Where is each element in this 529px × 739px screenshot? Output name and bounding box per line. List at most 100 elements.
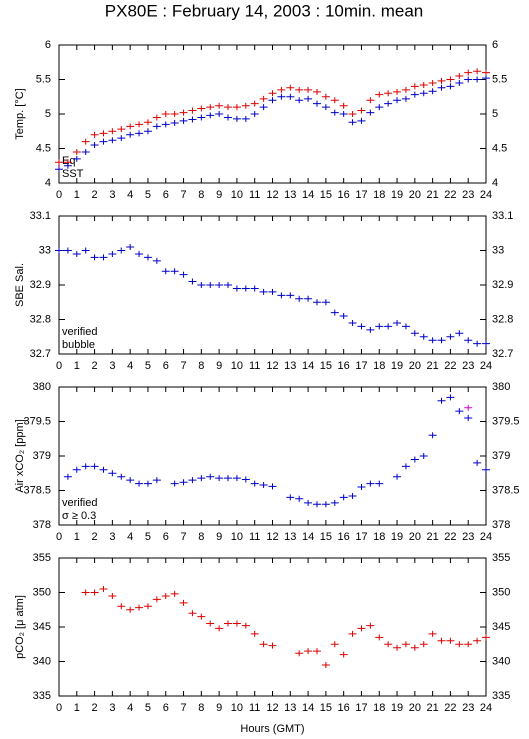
data-point <box>482 69 490 76</box>
data-point <box>393 644 402 651</box>
x-tick-label: 10 <box>231 531 243 543</box>
data-point <box>428 337 437 344</box>
data-point <box>295 86 304 93</box>
data-point <box>268 90 277 97</box>
x-tick-label: 17 <box>355 531 367 543</box>
data-point <box>348 111 357 117</box>
data-point <box>339 651 348 658</box>
data-point <box>206 473 215 480</box>
data-point <box>99 586 108 593</box>
data-point <box>295 97 304 104</box>
data-point <box>188 107 197 114</box>
y-tick-label: 32.7 <box>492 348 513 360</box>
x-tick-label: 11 <box>249 360 260 372</box>
x-tick-label: 0 <box>56 531 62 543</box>
data-point <box>99 138 108 145</box>
x-tick-label: 5 <box>145 189 151 201</box>
data-point <box>304 295 313 302</box>
y-tick-label: 32.7 <box>30 348 51 360</box>
data-point <box>321 501 330 508</box>
data-point <box>250 480 259 487</box>
data-point <box>188 477 197 484</box>
data-point <box>330 641 339 648</box>
data-point <box>321 299 330 306</box>
x-tick-label: 16 <box>338 702 350 714</box>
x-tick-label: 15 <box>320 531 332 543</box>
y-axis-label: Temp. [°C] <box>14 88 26 139</box>
x-tick-label: 14 <box>302 702 314 714</box>
y-tick-label: 4.5 <box>36 142 51 154</box>
x-tick-label: 5 <box>145 702 151 714</box>
x-tick-label: 8 <box>198 360 204 372</box>
data-point <box>135 130 144 137</box>
data-point <box>357 107 366 114</box>
data-point <box>312 88 321 95</box>
x-tick-label: 1 <box>74 360 80 372</box>
data-point <box>241 476 250 483</box>
x-tick-label: 3 <box>109 189 115 201</box>
data-point <box>72 466 81 473</box>
data-point <box>473 68 482 75</box>
x-tick-label: 4 <box>127 189 133 201</box>
data-point <box>170 480 179 487</box>
data-point <box>259 104 268 111</box>
y-tick-label: 379.5 <box>492 415 520 427</box>
data-point <box>428 630 437 637</box>
x-tick-label: 13 <box>284 360 296 372</box>
data-point <box>143 254 152 261</box>
data-point <box>197 475 206 482</box>
x-tick-label: 2 <box>92 531 98 543</box>
data-point <box>117 247 126 254</box>
data-point <box>321 93 330 100</box>
y-tick-label: 378.5 <box>492 484 520 496</box>
x-tick-label: 13 <box>284 531 296 543</box>
data-point <box>108 592 117 599</box>
x-tick-label: 20 <box>409 360 421 372</box>
x-tick-label: 17 <box>355 189 367 201</box>
data-point <box>464 337 473 344</box>
y-tick-label: 32.8 <box>30 313 51 325</box>
data-point <box>286 494 295 501</box>
data-point <box>375 104 384 111</box>
x-tick-label: 2 <box>92 360 98 372</box>
data-point <box>224 620 233 627</box>
y-tick-label: 5.5 <box>492 73 507 85</box>
data-point <box>250 630 259 637</box>
data-point <box>152 477 161 484</box>
data-point <box>72 148 81 155</box>
data-point <box>366 326 375 333</box>
data-point <box>206 104 215 111</box>
y-tick-label: 4 <box>492 177 498 189</box>
data-point <box>81 589 90 596</box>
data-point <box>286 93 295 100</box>
x-tick-label: 3 <box>109 360 115 372</box>
data-point <box>170 268 179 275</box>
data-point <box>259 288 268 295</box>
data-point <box>135 480 144 487</box>
data-point <box>410 644 419 651</box>
data-point <box>410 83 419 90</box>
data-point <box>410 330 419 337</box>
x-tick-label: 2 <box>92 702 98 714</box>
x-tick-label: 9 <box>216 360 222 372</box>
data-point <box>143 128 152 135</box>
data-point <box>384 90 393 97</box>
data-point <box>161 592 170 599</box>
data-point <box>55 166 63 173</box>
data-point <box>259 95 268 102</box>
data-point <box>63 247 72 254</box>
data-point <box>348 119 357 126</box>
data-point <box>277 93 286 100</box>
data-point <box>170 119 179 126</box>
data-point <box>215 102 224 109</box>
data-point <box>339 494 348 501</box>
data-point <box>295 295 304 302</box>
x-tick-label: 6 <box>163 360 169 372</box>
x-tick-label: 7 <box>180 189 186 201</box>
data-point <box>170 590 179 597</box>
x-tick-label: 20 <box>409 702 421 714</box>
data-point <box>126 477 135 484</box>
data-point <box>437 397 446 404</box>
data-point <box>393 88 402 95</box>
data-point <box>117 126 126 133</box>
